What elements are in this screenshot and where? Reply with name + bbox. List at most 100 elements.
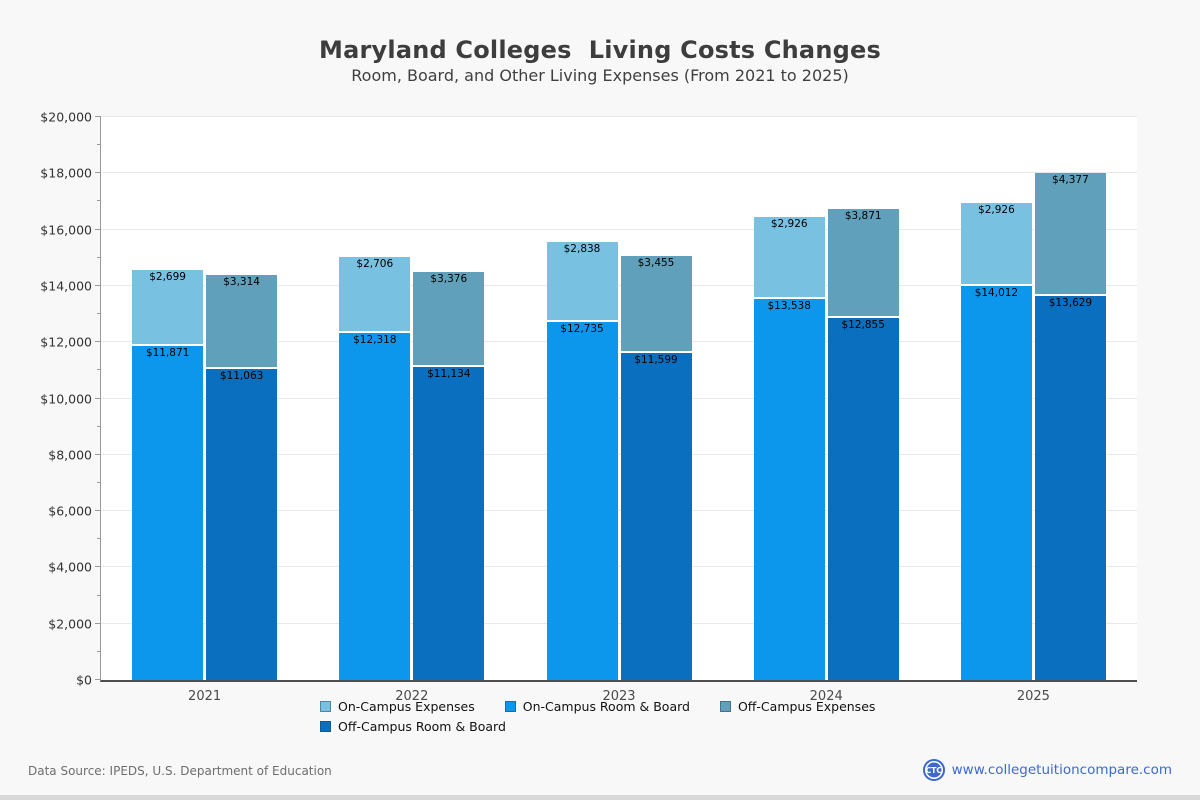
legend-label: On-Campus Room & Board (522, 699, 690, 714)
year-group-2022: $2,706 $12,318 $3,376 $11,134 2022 (308, 117, 515, 704)
value-label: $2,926 (770, 217, 808, 230)
value-label: $4,377 (1052, 174, 1089, 187)
y-minor-tick (97, 313, 101, 315)
segment-on-campus-expenses-2023[interactable]: $2,838 (546, 241, 618, 322)
legend-swatch (320, 701, 331, 712)
bar-off-campus-2021[interactable]: $3,314 $11,063 (206, 275, 278, 680)
segment-off-campus-room-board-2021[interactable]: $11,063 (206, 368, 278, 680)
chart-subtitle: Room, Board, and Other Living Expenses (… (351, 66, 849, 85)
y-minor-tick (97, 594, 101, 596)
gridline (101, 116, 1137, 117)
bar-off-campus-2023[interactable]: $3,455 $11,599 (620, 256, 692, 680)
segment-on-campus-room-board-2025[interactable]: $14,012 (960, 285, 1032, 680)
y-major-tick (95, 116, 101, 117)
legend: On-Campus Expenses On-Campus Room & Board… (0, 699, 1200, 734)
gridline (101, 397, 1137, 399)
y-axis-label: $8,000 (48, 447, 92, 463)
bar-on-campus-2025[interactable]: $2,926 $14,012 (960, 203, 1032, 680)
y-major-tick (95, 172, 101, 174)
value-label: $3,871 (844, 210, 882, 223)
segment-off-campus-expenses-2022[interactable]: $3,376 (413, 271, 485, 367)
bar-off-campus-2025[interactable]: $4,377 $13,629 (1034, 173, 1106, 680)
value-label: $2,706 (356, 258, 394, 271)
bar-on-campus-2024[interactable]: $2,926 $13,538 (753, 216, 825, 680)
value-label: $3,455 (637, 257, 675, 270)
y-major-tick (95, 679, 101, 680)
brand-url[interactable]: www.collegetuitioncompare.com (951, 762, 1172, 778)
y-minor-tick (97, 144, 101, 146)
segment-off-campus-room-board-2025[interactable]: $13,629 (1034, 296, 1106, 680)
segment-off-campus-expenses-2025[interactable]: $4,377 (1034, 173, 1106, 297)
value-label: $11,871 (145, 346, 190, 359)
gridline (101, 172, 1137, 174)
legend-swatch (719, 701, 731, 712)
chart-title: Maryland Colleges Living Costs Changes (319, 36, 881, 64)
y-major-tick (95, 622, 101, 624)
bar-off-campus-2024[interactable]: $3,871 $12,855 (827, 209, 899, 680)
y-axis-label: $6,000 (48, 503, 92, 519)
y-axis-label: $4,000 (48, 559, 92, 575)
x-axis-label-2021: 2021 (188, 689, 222, 704)
y-axis-label: $10,000 (40, 391, 92, 406)
segment-off-campus-room-board-2024[interactable]: $12,855 (827, 318, 899, 680)
segment-off-campus-room-board-2022[interactable]: $11,134 (413, 366, 485, 680)
segment-on-campus-room-board-2023[interactable]: $12,735 (546, 321, 618, 680)
value-label: $11,134 (427, 367, 471, 380)
y-minor-tick (97, 200, 101, 202)
y-axis-label: $0 (76, 672, 92, 688)
segment-on-campus-room-board-2022[interactable]: $12,318 (339, 333, 411, 680)
legend-swatch (320, 721, 331, 732)
y-major-tick (95, 284, 101, 286)
y-major-tick (95, 397, 101, 399)
y-axis-label: $20,000 (40, 109, 92, 125)
segment-off-campus-expenses-2023[interactable]: $3,455 (620, 256, 692, 354)
bar-on-campus-2021[interactable]: $2,699 $11,871 (132, 269, 204, 680)
segment-off-campus-expenses-2024[interactable]: $3,871 (827, 209, 899, 319)
gridline (101, 341, 1137, 343)
gridline (101, 622, 1137, 624)
data-source-note: Data Source: IPEDS, U.S. Department of E… (28, 764, 332, 778)
segment-on-campus-expenses-2022[interactable]: $2,706 (339, 257, 411, 334)
segment-on-campus-room-board-2021[interactable]: $11,871 (132, 345, 204, 680)
x-axis-label-2022: 2022 (395, 689, 429, 704)
segment-off-campus-expenses-2021[interactable]: $3,314 (206, 275, 278, 369)
ctc-logo-icon[interactable]: CTC (922, 759, 945, 781)
gridline (101, 284, 1137, 286)
y-minor-tick (97, 538, 101, 540)
segment-on-campus-expenses-2025[interactable]: $2,926 (960, 203, 1032, 286)
gridline (101, 566, 1137, 568)
y-minor-tick (97, 425, 101, 427)
y-major-tick (95, 453, 101, 455)
value-label: $2,926 (978, 204, 1015, 217)
segment-on-campus-expenses-2024[interactable]: $2,926 (753, 216, 825, 299)
bottom-border-strip (0, 795, 1200, 800)
y-axis-label: $14,000 (40, 278, 92, 294)
value-label: $2,838 (563, 242, 601, 255)
segment-on-campus-expenses-2021[interactable]: $2,699 (132, 269, 204, 346)
gridline (101, 510, 1137, 512)
value-label: $13,538 (767, 299, 811, 312)
y-major-tick (95, 510, 101, 512)
y-major-tick (95, 566, 101, 568)
segment-off-campus-room-board-2023[interactable]: $11,599 (620, 353, 692, 680)
year-group-2025: $2,926 $14,012 $4,377 $13,629 2025 (930, 117, 1137, 704)
value-label: $11,063 (219, 369, 264, 382)
legend-item-on-campus-expenses: On-Campus Expenses (320, 699, 475, 714)
legend-item-off-campus-room-board: Off-Campus Room & Board (320, 719, 506, 734)
y-minor-tick (97, 369, 101, 371)
bar-on-campus-2023[interactable]: $2,838 $12,735 (546, 241, 618, 680)
bar-on-campus-2022[interactable]: $2,706 $12,318 (339, 257, 411, 680)
y-minor-tick (97, 650, 101, 652)
x-axis-label-2023: 2023 (602, 689, 636, 704)
legend-label: Off-Campus Expenses (737, 699, 876, 714)
legend-swatch (504, 701, 516, 712)
y-minor-tick (97, 481, 101, 483)
segment-on-campus-room-board-2024[interactable]: $13,538 (753, 298, 825, 680)
legend-item-off-campus-expenses: Off-Campus Expenses (719, 699, 876, 714)
brand-link[interactable]: CTC www.collegetuitioncompare.com (922, 759, 1172, 781)
value-label: $3,376 (430, 272, 468, 285)
legend-label: Off-Campus Room & Board (338, 719, 506, 734)
value-label: $3,314 (223, 276, 260, 289)
bar-off-campus-2022[interactable]: $3,376 $11,134 (413, 271, 485, 680)
year-group-2023: $2,838 $12,735 $3,455 $11,599 2023 (515, 117, 722, 704)
